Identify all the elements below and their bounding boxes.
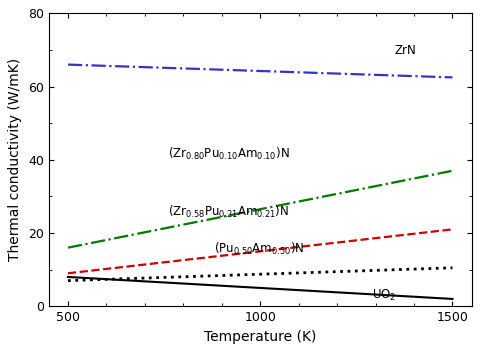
Text: UO$_2$: UO$_2$	[372, 288, 396, 303]
Text: ZrN: ZrN	[395, 44, 417, 57]
Text: (Zr$_{0.80}$Pu$_{0.10}$Am$_{0.10}$)N: (Zr$_{0.80}$Pu$_{0.10}$Am$_{0.10}$)N	[168, 145, 290, 162]
Text: (Zr$_{0.58}$Pu$_{0.21}$Am$_{0.21}$)N: (Zr$_{0.58}$Pu$_{0.21}$Am$_{0.21}$)N	[168, 204, 289, 220]
X-axis label: Temperature (K): Temperature (K)	[204, 330, 316, 344]
Y-axis label: Thermal conductivity (W/mK): Thermal conductivity (W/mK)	[8, 58, 23, 261]
Text: (Pu$_{0.50}$Am$_{0.50}$)N: (Pu$_{0.50}$Am$_{0.50}$)N	[214, 241, 304, 257]
